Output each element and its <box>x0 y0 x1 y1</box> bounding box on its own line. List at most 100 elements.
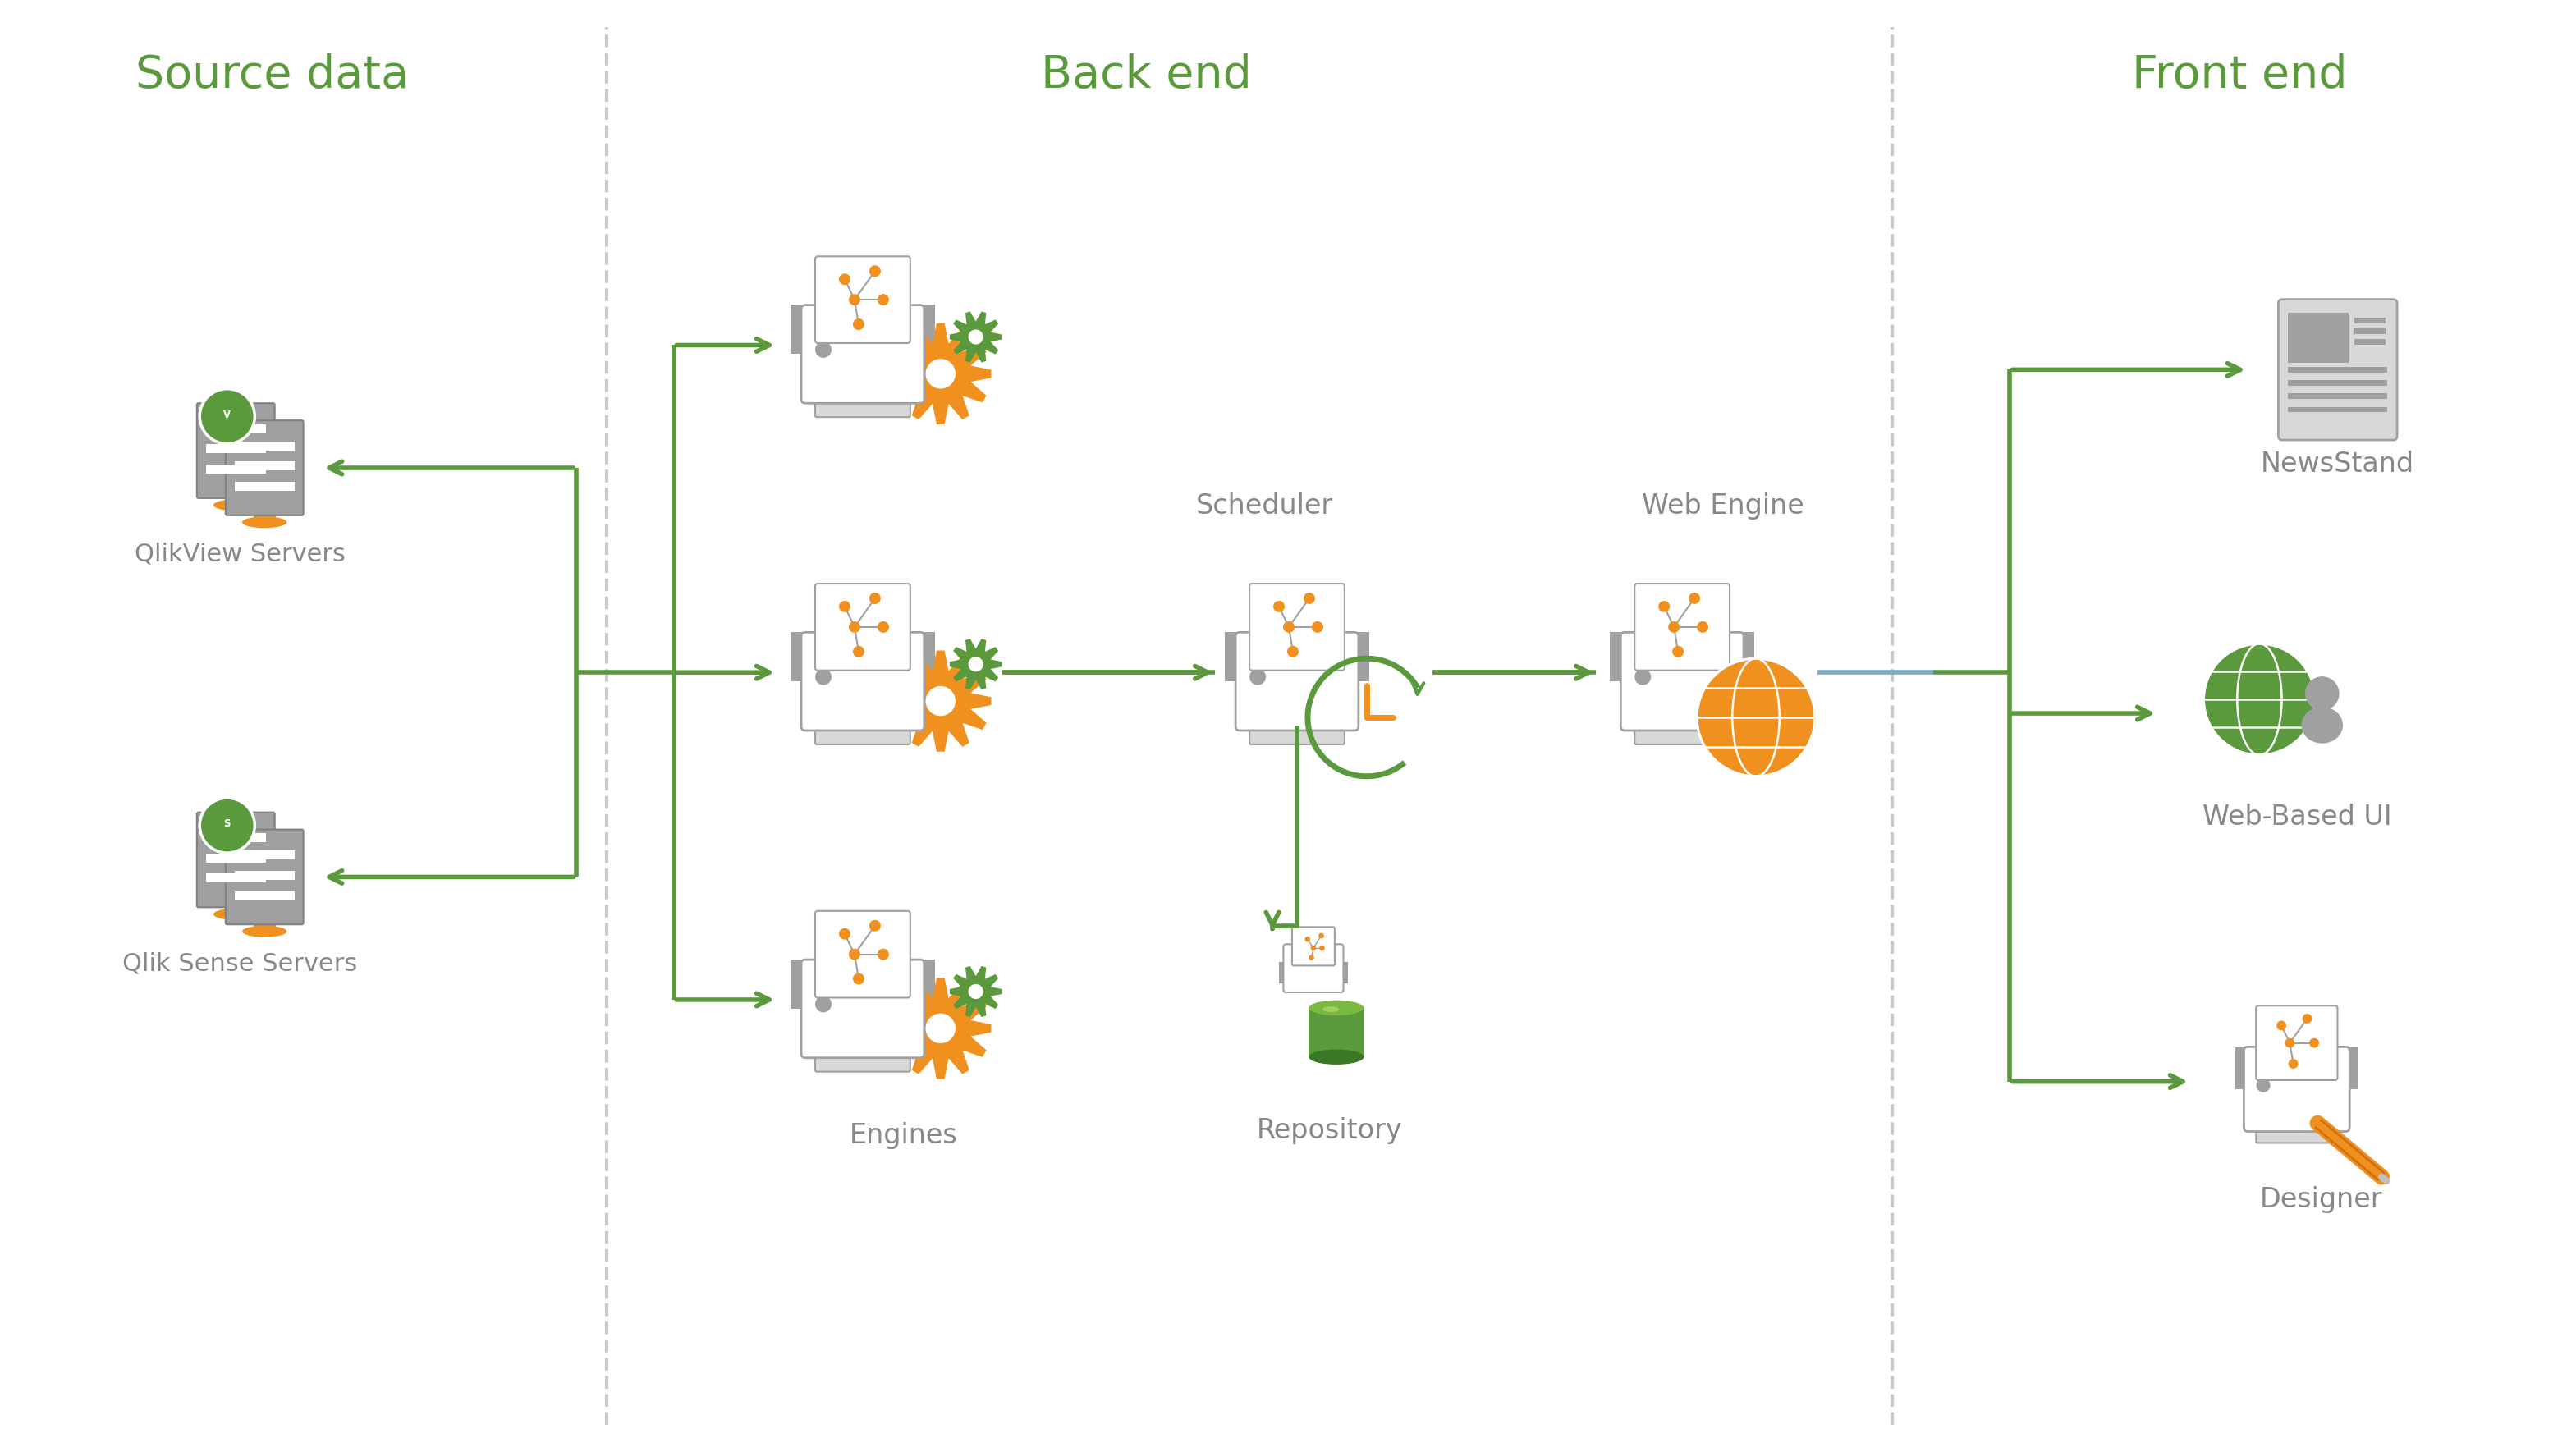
FancyBboxPatch shape <box>227 829 304 925</box>
FancyBboxPatch shape <box>1249 723 1345 745</box>
Bar <box>234 871 294 880</box>
Ellipse shape <box>1309 1000 1363 1015</box>
Text: S: S <box>224 819 232 829</box>
Bar <box>1226 632 1239 681</box>
Polygon shape <box>951 311 1002 363</box>
Circle shape <box>1669 621 1680 633</box>
Circle shape <box>1659 601 1669 613</box>
Text: Engines: Engines <box>850 1122 958 1150</box>
Bar <box>920 960 935 1009</box>
Text: Qlik Sense Servers: Qlik Sense Servers <box>124 951 358 976</box>
Text: Back end: Back end <box>1041 52 1252 97</box>
Text: Repository: Repository <box>1257 1118 1404 1144</box>
FancyBboxPatch shape <box>814 396 909 417</box>
Circle shape <box>848 948 860 960</box>
Ellipse shape <box>1321 1006 1340 1012</box>
Text: Designer: Designer <box>2259 1186 2383 1212</box>
Circle shape <box>925 687 956 716</box>
Bar <box>2354 318 2385 324</box>
Bar <box>791 960 806 1009</box>
Bar <box>206 444 265 453</box>
Bar <box>224 494 247 508</box>
FancyBboxPatch shape <box>801 632 925 730</box>
FancyBboxPatch shape <box>801 305 925 404</box>
FancyBboxPatch shape <box>801 960 925 1059</box>
Polygon shape <box>889 324 992 424</box>
Circle shape <box>1690 592 1700 604</box>
Circle shape <box>814 996 832 1012</box>
Ellipse shape <box>2300 707 2342 743</box>
Bar <box>791 632 806 681</box>
Bar <box>2287 393 2388 399</box>
Bar <box>2347 1047 2357 1089</box>
Bar <box>791 305 806 354</box>
Circle shape <box>848 621 860 633</box>
Circle shape <box>1306 937 1311 942</box>
Bar <box>2287 312 2349 363</box>
Circle shape <box>1698 621 1708 633</box>
FancyBboxPatch shape <box>1636 723 1728 745</box>
Polygon shape <box>889 977 992 1079</box>
Circle shape <box>853 646 866 658</box>
Circle shape <box>2285 1038 2295 1048</box>
FancyBboxPatch shape <box>2257 1006 2336 1080</box>
Text: Source data: Source data <box>137 52 410 97</box>
FancyBboxPatch shape <box>814 723 909 745</box>
Circle shape <box>868 921 881 931</box>
Bar <box>206 833 265 842</box>
Circle shape <box>868 592 881 604</box>
Circle shape <box>969 656 984 672</box>
Text: Scheduler: Scheduler <box>1195 492 1332 520</box>
Bar <box>920 632 935 681</box>
Circle shape <box>1273 601 1285 613</box>
Circle shape <box>868 266 881 277</box>
Bar <box>252 921 276 934</box>
Bar <box>224 903 247 918</box>
FancyBboxPatch shape <box>1249 584 1345 671</box>
Bar <box>2287 407 2388 412</box>
Circle shape <box>1672 646 1685 658</box>
Circle shape <box>2308 1038 2318 1048</box>
Ellipse shape <box>214 499 258 511</box>
Ellipse shape <box>242 925 286 937</box>
Circle shape <box>2306 677 2339 710</box>
Circle shape <box>1283 621 1296 633</box>
Bar <box>2287 367 2388 372</box>
Circle shape <box>1288 646 1298 658</box>
Circle shape <box>969 984 984 999</box>
Circle shape <box>840 273 850 285</box>
Bar <box>234 851 294 860</box>
FancyBboxPatch shape <box>814 584 909 671</box>
Circle shape <box>840 601 850 613</box>
Circle shape <box>1311 945 1316 951</box>
FancyBboxPatch shape <box>1636 584 1728 671</box>
Circle shape <box>1311 621 1324 633</box>
Circle shape <box>1319 945 1324 951</box>
Circle shape <box>969 330 984 344</box>
Circle shape <box>1309 955 1314 960</box>
Circle shape <box>840 928 850 939</box>
Circle shape <box>853 318 866 330</box>
Circle shape <box>2202 643 2316 755</box>
Text: Web-Based UI: Web-Based UI <box>2202 804 2391 831</box>
Circle shape <box>925 1013 956 1043</box>
Circle shape <box>2303 1013 2313 1024</box>
Circle shape <box>1319 934 1324 938</box>
Bar <box>206 465 265 473</box>
Text: QlikView Servers: QlikView Servers <box>134 542 345 566</box>
FancyBboxPatch shape <box>814 257 909 343</box>
Circle shape <box>1303 592 1314 604</box>
Bar <box>1739 632 1754 681</box>
Bar <box>206 424 265 433</box>
Bar <box>206 874 265 883</box>
Bar <box>1309 1008 1363 1057</box>
Bar <box>1610 632 1625 681</box>
Bar <box>234 890 294 900</box>
Ellipse shape <box>1309 1050 1363 1064</box>
Circle shape <box>1636 669 1651 685</box>
Text: Front end: Front end <box>2133 52 2347 97</box>
Bar <box>1355 632 1368 681</box>
Circle shape <box>848 293 860 305</box>
Circle shape <box>201 389 255 444</box>
Polygon shape <box>951 966 1002 1016</box>
